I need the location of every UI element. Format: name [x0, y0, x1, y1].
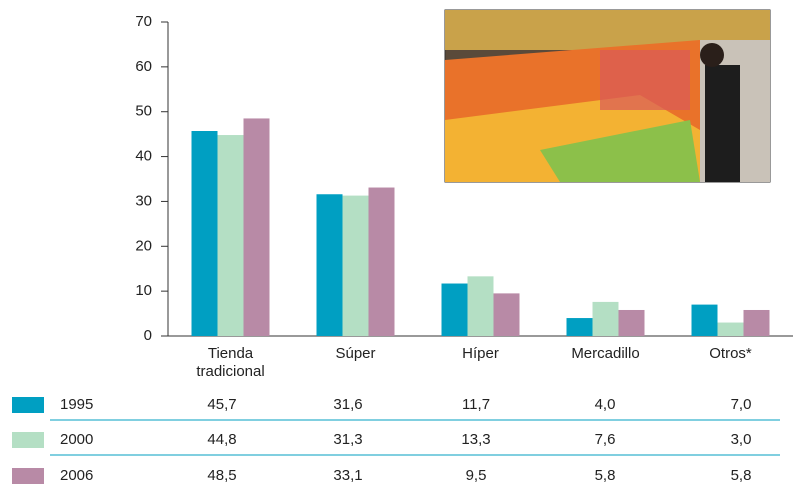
bar [191, 131, 218, 336]
bar [717, 322, 744, 336]
x-tick-label: Súper [335, 345, 376, 362]
value-label: 31,3 [333, 431, 362, 448]
value-label: 5,8 [731, 467, 752, 484]
y-tick-label: 70 [135, 13, 152, 30]
x-tick-label: Tienda tradicional [196, 345, 265, 380]
value-label: 11,7 [462, 396, 490, 413]
bar [493, 293, 520, 336]
bar [691, 304, 718, 336]
bar [316, 194, 343, 336]
bar [743, 309, 770, 336]
legend-swatch [12, 432, 44, 448]
x-tick-label: Mercadillo [571, 345, 640, 362]
value-label: 13,3 [461, 431, 490, 448]
y-tick-label: 20 [135, 237, 152, 254]
bar [217, 135, 244, 336]
value-label: 7,6 [595, 431, 616, 448]
value-label: 31,6 [333, 396, 362, 413]
value-label: 4,0 [595, 396, 616, 413]
value-label: 33,1 [333, 467, 362, 484]
bar [243, 118, 270, 336]
bar [368, 187, 395, 336]
x-tick-label: Híper [462, 345, 499, 362]
y-tick-label: 40 [135, 148, 152, 165]
value-label: 9,5 [466, 467, 487, 484]
y-tick-label: 10 [135, 282, 152, 299]
y-tick-label: 0 [144, 327, 152, 344]
value-label: 3,0 [731, 431, 752, 448]
bar [592, 301, 619, 336]
y-tick-label: 60 [135, 58, 152, 75]
value-label: 7,0 [731, 396, 752, 413]
legend-label: 2006 [60, 467, 93, 484]
y-tick-label: 30 [135, 192, 152, 209]
legend-label: 1995 [60, 396, 93, 413]
value-label: 44,8 [207, 431, 236, 448]
value-label: 48,5 [207, 467, 236, 484]
y-tick-label: 50 [135, 103, 152, 120]
photo [444, 9, 771, 183]
legend-swatch [12, 468, 44, 484]
bar [467, 276, 494, 336]
value-label: 5,8 [595, 467, 616, 484]
value-label: 45,7 [207, 396, 236, 413]
bar [342, 195, 369, 336]
x-tick-label: Otros* [709, 345, 752, 362]
bar [441, 283, 468, 336]
legend-swatch [12, 397, 44, 413]
bar [566, 318, 593, 336]
legend-label: 2000 [60, 431, 93, 448]
bar [618, 309, 645, 336]
